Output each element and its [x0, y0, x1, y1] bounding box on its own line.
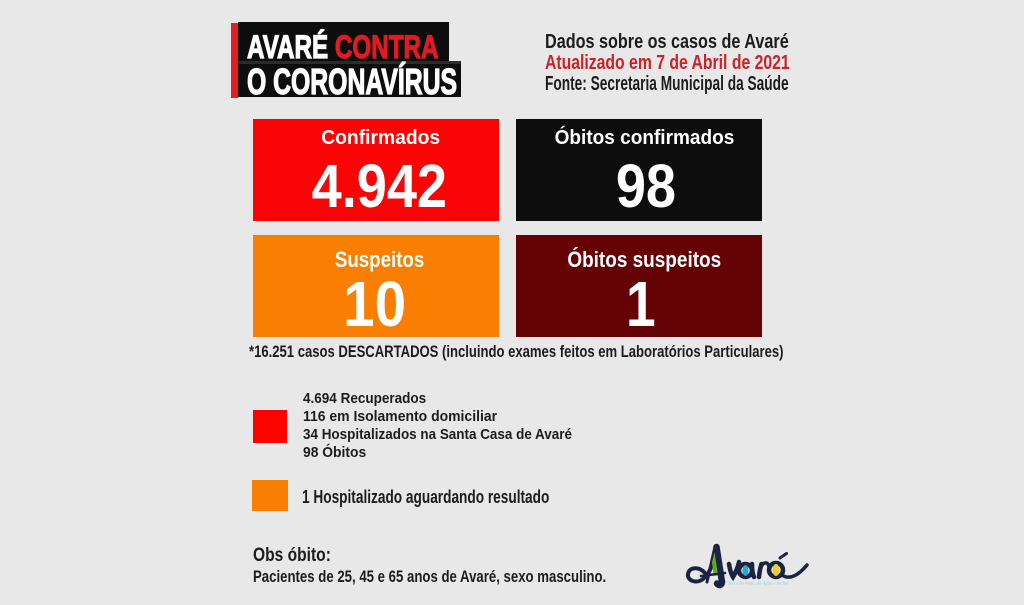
svg-text:Terra da Viola, da Água e do S: Terra da Viola, da Água e do Sol [728, 581, 789, 587]
